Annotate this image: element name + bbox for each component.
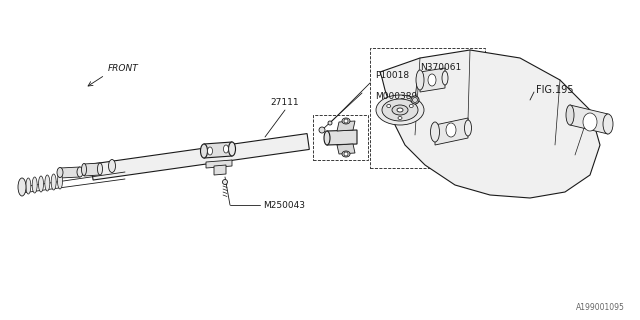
Ellipse shape [416,70,424,90]
Polygon shape [327,130,357,145]
Ellipse shape [223,145,228,153]
Ellipse shape [51,174,56,190]
Ellipse shape [200,144,207,158]
Ellipse shape [342,118,350,124]
Text: N370061: N370061 [420,63,461,72]
Ellipse shape [81,164,86,175]
Ellipse shape [57,167,63,178]
Bar [313,115,368,160]
Ellipse shape [58,173,63,189]
Ellipse shape [392,105,408,115]
Polygon shape [337,144,355,154]
Ellipse shape [319,127,325,133]
Ellipse shape [603,114,613,134]
Ellipse shape [431,122,440,142]
Text: 27111: 27111 [271,98,300,107]
Ellipse shape [45,175,50,191]
Ellipse shape [223,180,227,185]
Ellipse shape [387,105,391,108]
Polygon shape [204,142,232,158]
Ellipse shape [328,121,332,125]
Ellipse shape [583,113,597,131]
Polygon shape [214,165,226,175]
Bar [370,48,485,168]
Ellipse shape [413,98,417,102]
Ellipse shape [397,108,403,112]
Polygon shape [84,163,100,176]
Ellipse shape [442,71,448,85]
Ellipse shape [228,142,236,156]
Ellipse shape [344,119,348,123]
Polygon shape [420,68,445,92]
Ellipse shape [376,95,424,125]
Ellipse shape [38,176,44,192]
Polygon shape [435,118,468,145]
Polygon shape [91,133,309,180]
Ellipse shape [411,96,419,104]
Text: M250043: M250043 [263,201,305,210]
Ellipse shape [97,163,102,175]
Polygon shape [337,121,355,131]
Text: FIG.195: FIG.195 [536,85,573,95]
Ellipse shape [409,105,413,108]
Ellipse shape [77,167,83,177]
Ellipse shape [428,74,436,86]
Ellipse shape [446,123,456,137]
Text: A199001095: A199001095 [576,303,625,312]
Ellipse shape [344,152,348,156]
Ellipse shape [398,116,402,119]
Ellipse shape [566,105,574,125]
Ellipse shape [382,99,418,121]
Polygon shape [206,160,232,168]
Ellipse shape [32,177,37,193]
Text: P10018: P10018 [375,71,409,80]
Text: FRONT: FRONT [108,64,139,73]
Polygon shape [380,50,600,198]
Ellipse shape [324,131,330,145]
Ellipse shape [19,179,24,195]
Polygon shape [570,105,608,134]
Ellipse shape [18,178,26,196]
Polygon shape [60,167,80,178]
Ellipse shape [26,178,31,194]
Ellipse shape [342,151,350,157]
Ellipse shape [109,159,115,172]
Ellipse shape [207,147,212,155]
Ellipse shape [465,120,472,136]
Text: M000389: M000389 [375,92,417,101]
